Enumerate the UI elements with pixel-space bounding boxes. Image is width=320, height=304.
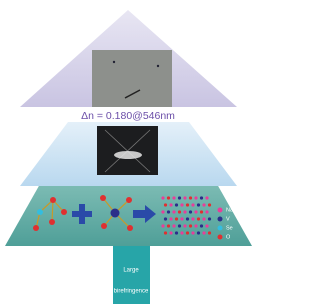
lattice-atom — [172, 196, 175, 199]
lattice-atom — [167, 210, 170, 213]
lattice-atom — [180, 203, 183, 206]
lattice-atom — [169, 231, 172, 234]
plus — [79, 204, 85, 224]
marker — [157, 65, 159, 67]
trunk — [113, 244, 150, 304]
lattice-atom — [208, 231, 211, 234]
atom — [49, 219, 55, 225]
lattice-atom — [167, 196, 170, 199]
legend-label: V — [226, 216, 230, 222]
lattice-atom — [205, 210, 208, 213]
legend-label: Se — [226, 225, 233, 231]
lattice-atom — [191, 203, 194, 206]
lattice-atom — [189, 224, 192, 227]
atom — [126, 197, 132, 203]
lattice-atom — [180, 231, 183, 234]
tree-diagram: Δn = 0.180@546nm Na V Se O Large birefri… — [0, 0, 257, 304]
lattice-atom — [197, 203, 200, 206]
trunk-label: Large — [123, 268, 139, 274]
crystal-glow — [114, 151, 142, 159]
lattice-atom — [161, 196, 164, 199]
lattice-atom — [183, 210, 186, 213]
layer-structure — [5, 184, 252, 246]
legend-dot — [218, 235, 223, 240]
lattice-atom — [172, 210, 175, 213]
lattice-atom — [161, 224, 164, 227]
atom — [111, 209, 120, 218]
legend-dot — [218, 217, 223, 222]
lattice-atom — [164, 203, 167, 206]
atom — [50, 197, 56, 203]
lattice-atom — [178, 224, 181, 227]
atom — [100, 195, 106, 201]
lattice-atom — [191, 231, 194, 234]
lattice-atom — [189, 210, 192, 213]
lattice-atom — [186, 203, 189, 206]
lattice-atom — [178, 210, 181, 213]
lattice-atom — [194, 196, 197, 199]
lattice-atom — [202, 231, 205, 234]
atom — [61, 209, 67, 215]
legend-label: Na — [226, 207, 234, 213]
lattice-atom — [169, 217, 172, 220]
atom — [37, 209, 43, 215]
lattice-atom — [180, 217, 183, 220]
lattice-atom — [208, 217, 211, 220]
lattice-atom — [183, 196, 186, 199]
marker — [113, 61, 115, 63]
lattice-atom — [186, 217, 189, 220]
lattice-atom — [164, 231, 167, 234]
lattice-atom — [175, 217, 178, 220]
lattice-atom — [197, 217, 200, 220]
lattice-atom — [186, 231, 189, 234]
lattice-atom — [167, 224, 170, 227]
lattice-atom — [208, 203, 211, 206]
lattice-atom — [194, 210, 197, 213]
lattice-atom — [183, 224, 186, 227]
legend-dot — [218, 208, 223, 213]
lattice-atom — [194, 224, 197, 227]
atom — [127, 225, 133, 231]
lattice-atom — [191, 217, 194, 220]
lattice-atom — [164, 217, 167, 220]
trunk-label: birefringence — [114, 289, 149, 295]
lattice-atom — [200, 224, 203, 227]
micrograph — [92, 50, 172, 107]
lattice-atom — [172, 224, 175, 227]
lattice-atom — [200, 196, 203, 199]
lattice-atom — [175, 203, 178, 206]
lattice-atom — [200, 210, 203, 213]
lattice-atom — [205, 224, 208, 227]
birefringence-value: Δn = 0.180@546nm — [81, 110, 175, 122]
legend-label: O — [226, 234, 231, 240]
lattice-atom — [202, 203, 205, 206]
lattice-atom — [202, 217, 205, 220]
lattice-atom — [189, 196, 192, 199]
lattice-atom — [169, 203, 172, 206]
lattice-atom — [178, 196, 181, 199]
lattice-atom — [161, 210, 164, 213]
lattice-atom — [197, 231, 200, 234]
lattice-atom — [175, 231, 178, 234]
lattice-atom — [205, 196, 208, 199]
atom — [101, 223, 107, 229]
legend-dot — [218, 226, 223, 231]
atom — [33, 225, 39, 231]
